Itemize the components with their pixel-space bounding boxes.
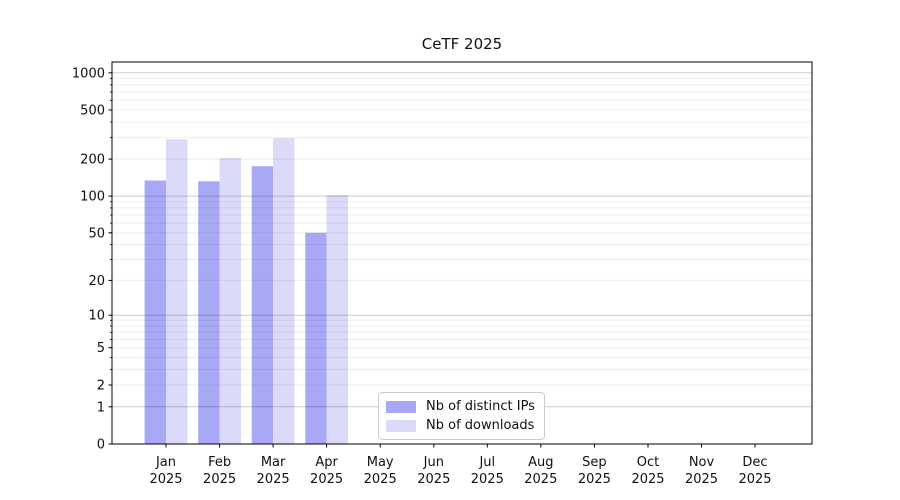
x-tick-label-year: 2025 bbox=[578, 472, 611, 487]
y-tick-label: 5 bbox=[97, 341, 105, 356]
x-tick-label-month: Dec bbox=[742, 455, 767, 470]
y-tick-label: 200 bbox=[80, 153, 105, 168]
x-tick-label-month: Jun bbox=[423, 455, 444, 470]
x-tick-label-year: 2025 bbox=[524, 472, 557, 487]
chart-title: CeTF 2025 bbox=[421, 35, 503, 53]
x-tick-label-year: 2025 bbox=[417, 472, 450, 487]
x-tick-label-month: Nov bbox=[689, 455, 715, 470]
x-tick-label-month: Mar bbox=[261, 455, 286, 470]
x-tick-label-year: 2025 bbox=[471, 472, 504, 487]
x-tick-label-month: May bbox=[367, 455, 394, 470]
y-tick-label: 50 bbox=[88, 226, 105, 241]
bar-distinct-ips-2 bbox=[251, 166, 274, 444]
x-tick-label-year: 2025 bbox=[257, 472, 290, 487]
x-tick-label-year: 2025 bbox=[631, 472, 664, 487]
x-tick-label-month: Jul bbox=[478, 455, 495, 470]
bar-distinct-ips-1 bbox=[198, 181, 220, 445]
bar-distinct-ips-3 bbox=[305, 232, 327, 444]
bar-downloads-2 bbox=[273, 138, 295, 444]
bar-downloads-1 bbox=[219, 158, 241, 444]
legend-swatch-distinct-ips bbox=[386, 400, 416, 413]
x-tick-label-month: Jan bbox=[155, 455, 176, 470]
legend-item-distinct-ips: Nb of distinct IPs bbox=[386, 399, 535, 414]
x-tick-label-month: Aug bbox=[528, 455, 553, 470]
bar-distinct-ips-0 bbox=[144, 180, 166, 444]
y-tick-label: 10 bbox=[88, 309, 105, 324]
x-tick-label-month: Sep bbox=[582, 455, 607, 470]
y-tick-label: 2 bbox=[97, 379, 105, 394]
x-tick-label-year: 2025 bbox=[310, 472, 343, 487]
plot-border bbox=[111, 61, 813, 445]
bar-downloads-3 bbox=[326, 195, 348, 444]
x-tick-label-year: 2025 bbox=[738, 472, 771, 487]
x-tick-label-year: 2025 bbox=[149, 472, 182, 487]
x-tick-label-year: 2025 bbox=[685, 472, 718, 487]
y-tick-label: 100 bbox=[80, 190, 105, 205]
y-tick-label: 0 bbox=[97, 438, 105, 453]
x-tick-label-year: 2025 bbox=[203, 472, 236, 487]
legend-label-distinct-ips: Nb of distinct IPs bbox=[426, 399, 535, 414]
bar-downloads-0 bbox=[166, 139, 188, 444]
y-tick-label: 1000 bbox=[72, 66, 105, 81]
y-tick-label: 1 bbox=[97, 400, 105, 415]
legend: Nb of distinct IPs Nb of downloads bbox=[378, 392, 545, 440]
legend-item-downloads: Nb of downloads bbox=[386, 418, 535, 433]
x-tick-label-month: Oct bbox=[637, 455, 659, 470]
y-tick-label: 20 bbox=[88, 274, 105, 289]
y-tick-label: 500 bbox=[80, 104, 105, 119]
x-tick-label-year: 2025 bbox=[364, 472, 397, 487]
legend-label-downloads: Nb of downloads bbox=[426, 418, 535, 433]
legend-swatch-downloads bbox=[386, 419, 416, 432]
x-tick-label-month: Feb bbox=[208, 455, 231, 470]
x-tick-label-month: Apr bbox=[315, 455, 338, 470]
